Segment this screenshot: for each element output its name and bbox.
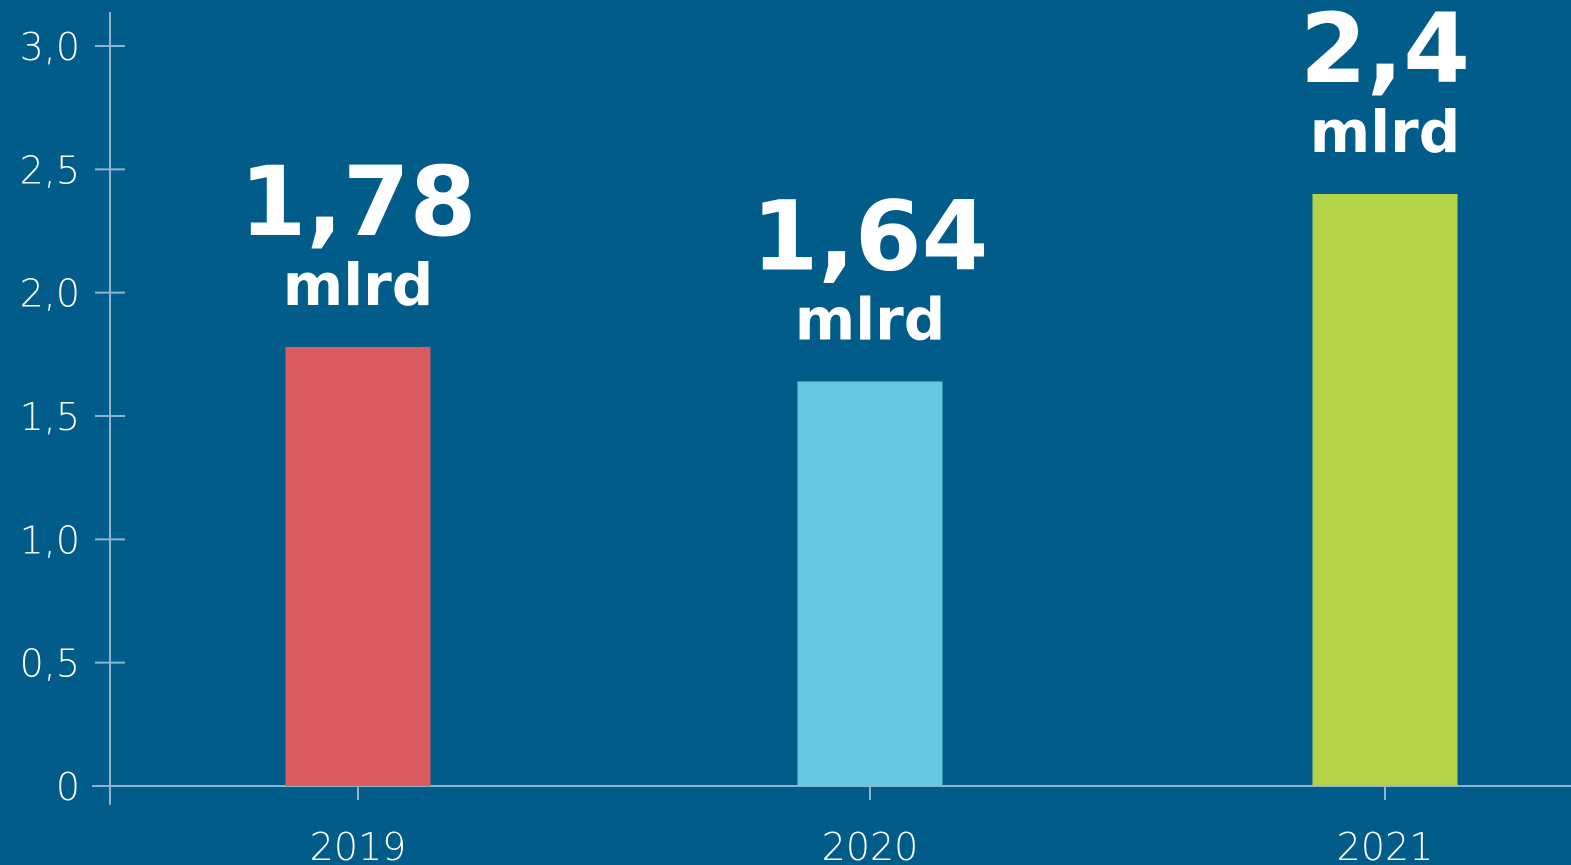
y-tick-label: 1,5 bbox=[20, 395, 80, 439]
bar bbox=[1312, 194, 1458, 786]
x-tick-label: 2019 bbox=[310, 825, 407, 865]
y-tick-label: 3,0 bbox=[20, 25, 80, 69]
x-tick-label: 2020 bbox=[822, 825, 919, 865]
y-tick-label: 0,5 bbox=[20, 642, 80, 686]
y-tick-label: 1,0 bbox=[20, 518, 80, 562]
x-tick-label: 2021 bbox=[1337, 825, 1434, 865]
value-label: 1,78 bbox=[240, 146, 477, 258]
bar bbox=[285, 346, 431, 786]
value-unit: mlrd bbox=[795, 285, 945, 353]
value-label: 2,4 bbox=[1300, 0, 1470, 105]
value-unit: mlrd bbox=[283, 251, 433, 319]
y-tick-label: 0 bbox=[56, 765, 80, 809]
value-unit: mlrd bbox=[1310, 98, 1460, 166]
y-tick-label: 2,5 bbox=[20, 148, 80, 192]
value-label: 1,64 bbox=[752, 180, 989, 292]
bar bbox=[797, 381, 943, 786]
y-tick-label: 2,0 bbox=[20, 272, 80, 316]
